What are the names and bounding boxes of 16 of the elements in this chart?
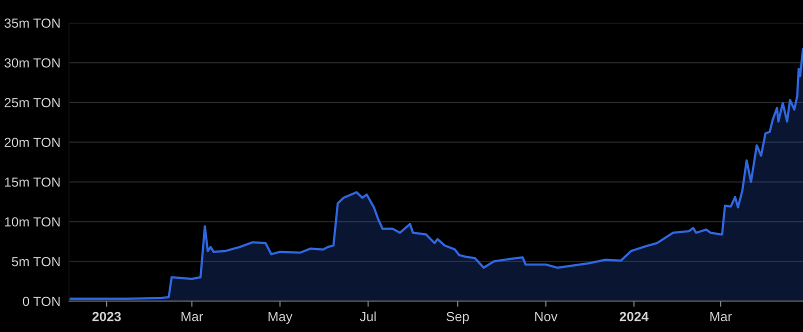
x-tick-label: Nov bbox=[535, 312, 558, 322]
y-tick-label: 0 TON bbox=[22, 296, 60, 306]
y-tick-label: 25m TON bbox=[4, 98, 60, 108]
x-tick-label: 2024 bbox=[620, 312, 649, 322]
x-tick-label: Mar bbox=[182, 312, 204, 322]
y-tick-label: 30m TON bbox=[4, 58, 60, 68]
x-tick-label: 2023 bbox=[92, 312, 121, 322]
x-tick-label: Jul bbox=[360, 312, 376, 322]
y-tick-label: 35m TON bbox=[4, 18, 60, 28]
y-tick-label: 5m TON bbox=[12, 256, 60, 266]
x-tick-label: Sep bbox=[446, 312, 469, 324]
y-tick-label: 15m TON bbox=[5, 177, 60, 187]
y-tick-label: 10m TON bbox=[5, 217, 60, 227]
x-tick-label: May bbox=[268, 312, 292, 324]
y-tick-label: 20m TON bbox=[4, 138, 60, 148]
x-tick-label: Mar bbox=[710, 312, 732, 322]
